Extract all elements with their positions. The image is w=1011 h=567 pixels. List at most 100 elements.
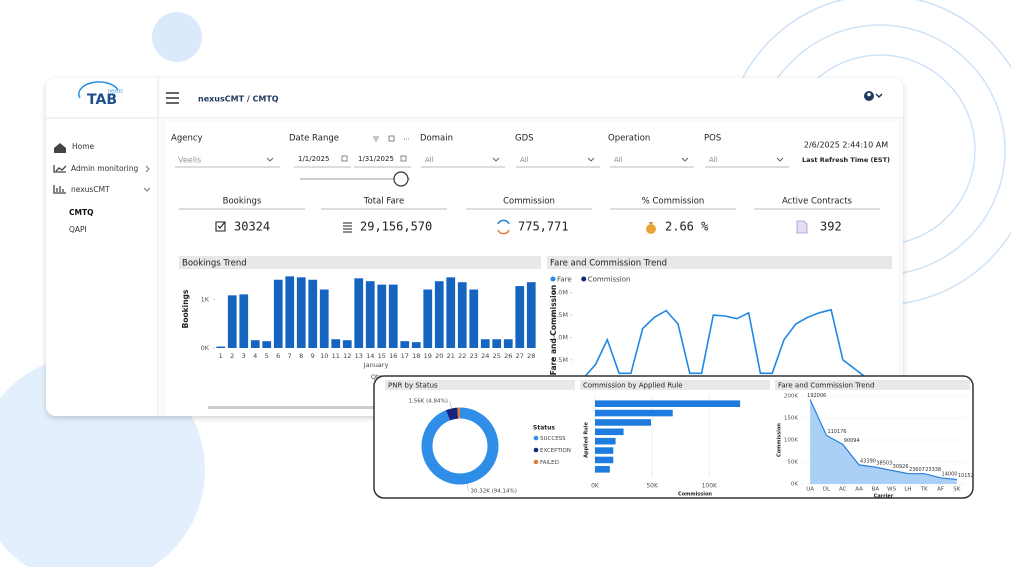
axis-title: January [363,361,389,369]
slider-handle[interactable] [393,171,409,187]
bar [526,282,536,348]
legend-swatch [581,276,587,282]
y-tick-label: 100K [784,438,798,444]
overlay-charts: PNR by Status 30.32K (94.14%) SUCCESS 1.56K… [385,380,974,500]
refresh-label: Last Refresh Time (EST) [802,156,890,164]
data-label: 1.56K (4.84%) [409,399,448,405]
bar [423,289,433,348]
bar [595,400,741,407]
filter-label: Domain [420,134,453,144]
y-tick-label: 1K [201,295,210,303]
bar [595,447,614,454]
chevron [776,157,784,162]
bar [262,341,272,348]
bar [515,286,525,348]
bar [595,466,610,473]
chevron [492,157,500,162]
legend-label: SUCCESS [540,436,566,442]
x-tick-label: 17 [401,352,409,360]
date-from[interactable]: 1/1/2025 [298,155,329,163]
y-tick-label: 0K [791,482,798,488]
x-tick-label: 10 [320,352,328,360]
nav-item[interactable]: QAPI [69,225,87,234]
filter-label: Agency [171,134,203,144]
bar [342,340,352,348]
user-menu[interactable] [864,91,883,101]
kpi-icon [343,222,352,233]
x-tick-label: DL [823,487,831,493]
x-tick-label: TK [920,487,928,493]
x-tick-label: 13 [355,352,363,360]
kpi-label: Commission [503,197,555,207]
x-tick-label: 15 [378,352,386,360]
x-tick-label: 18 [412,352,420,360]
x-tick-label: AA [855,487,863,493]
cmt-icon [53,185,66,194]
filter-value[interactable]: Veelis [178,156,201,165]
data-label: 23338 [925,467,941,473]
x-tick-label: 0K [591,483,600,490]
filter-value[interactable]: All [520,156,529,164]
filter-value[interactable]: All [709,156,718,164]
bar [377,284,387,348]
filter-value[interactable]: All [425,156,434,164]
chevron [143,187,151,192]
x-tick-label: 6 [276,352,280,360]
nav-item[interactable]: Admin monitoring [71,164,138,173]
bar [216,346,226,348]
x-tick-label: SK [953,487,960,493]
leader-line [466,484,469,492]
date-to[interactable]: 1/31/2025 [358,155,394,163]
bar [595,456,614,464]
legend-swatch [550,276,556,282]
kpi-label: Total Fare [363,197,404,207]
bar [285,276,295,348]
logo: TAB [87,92,117,108]
x-tick-label: 4 [253,352,257,360]
x-tick-label: 27 [516,352,524,360]
chevron [145,165,150,173]
kpi-value: 29,156,570 [360,220,432,234]
bar [595,437,616,445]
chart-title: PNR by Status [388,382,438,390]
filter-icons[interactable] [373,135,409,142]
filter-label: Operation [608,134,650,144]
legend-swatch [533,459,539,465]
x-tick-label: 12 [343,352,351,360]
x-tick-label: 22 [458,352,466,360]
bar [239,294,249,348]
legend-swatch [533,435,539,441]
nav-item[interactable]: CMTQ [69,208,93,217]
x-tick-label: AC [839,487,847,493]
x-tick-label: 24 [481,352,489,360]
chevron [266,157,274,162]
filter-label: GDS [515,134,534,144]
bar [331,339,341,348]
chart-title: Bookings Trend [182,259,247,269]
nav-item[interactable]: Home [72,142,95,151]
monitor-icon [53,165,67,173]
chevron [587,157,595,162]
home-icon [54,143,66,153]
donut-slice [421,407,499,485]
chart-header [775,380,970,390]
area-line [809,399,957,481]
legend-label: EXCEPTION [540,448,571,454]
data-label: 14000 [942,471,958,477]
bar [411,342,421,348]
x-tick-label: 2 [230,352,234,360]
y-tick-label: 2.0M [552,289,568,297]
x-tick-label: 3 [242,352,246,360]
bar [434,281,444,348]
chart-title: Commission by Applied Rule [583,382,683,390]
nav-item[interactable]: nexusCMT [71,185,110,194]
y-tick-label: 50K [787,460,798,466]
menu-button[interactable] [166,92,179,104]
bar [354,278,364,348]
bar [595,419,651,426]
logo-swoosh [78,81,119,99]
filter-value[interactable]: All [614,156,623,164]
chart-header [179,256,541,269]
